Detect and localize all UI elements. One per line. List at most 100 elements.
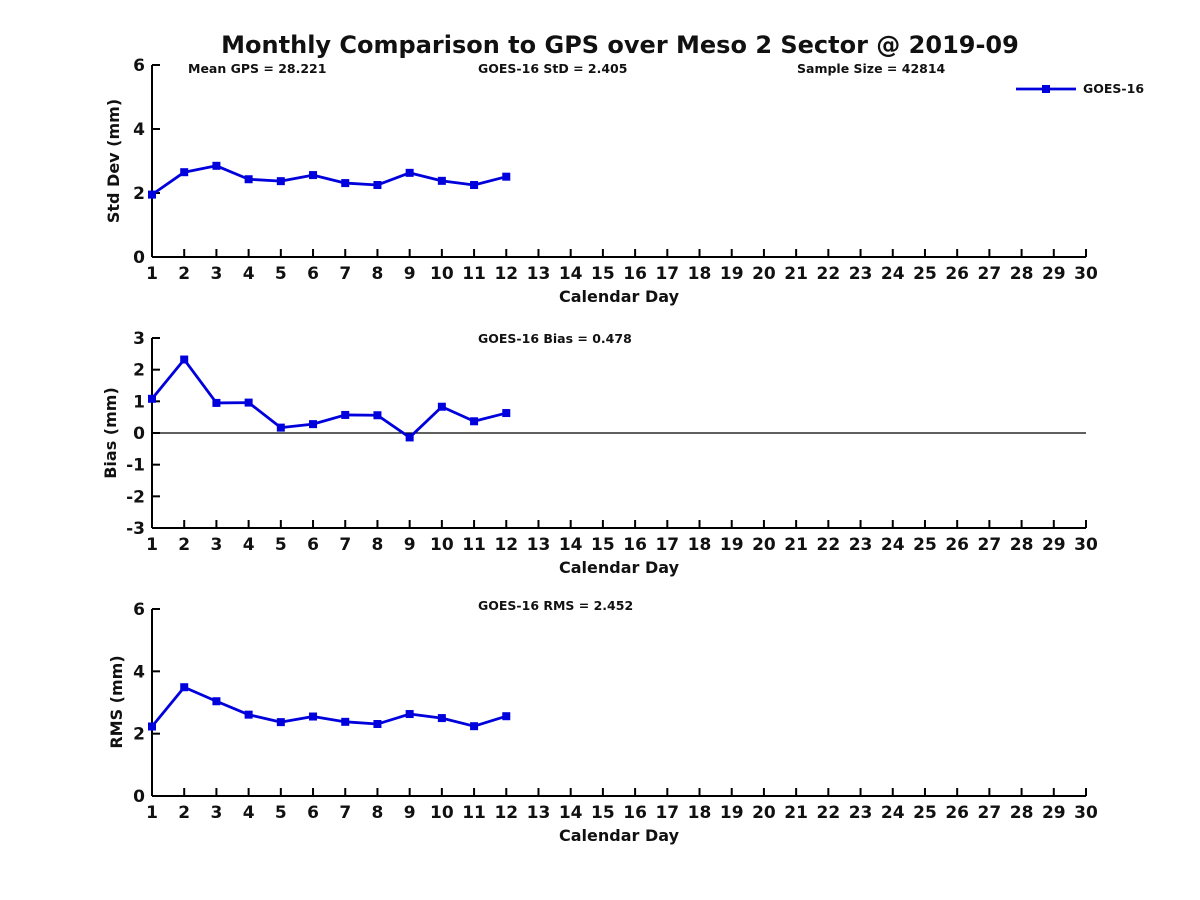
data-point-marker xyxy=(244,175,253,184)
legend: GOES-16 xyxy=(1016,81,1144,96)
y-tick-label: -3 xyxy=(126,519,145,539)
x-tick-label: 14 xyxy=(559,264,583,284)
data-point-marker xyxy=(470,722,479,731)
x-tick-label: 21 xyxy=(784,264,808,284)
legend-label: GOES-16 xyxy=(1083,81,1144,96)
x-tick-label: 15 xyxy=(591,264,615,284)
x-tick-label: 2 xyxy=(178,535,190,555)
annotation-sample-size: Sample Size = 42814 xyxy=(797,61,946,76)
x-tick-label: 8 xyxy=(372,535,384,555)
x-tick-label: 5 xyxy=(275,264,287,284)
x-tick-label: 28 xyxy=(1010,803,1034,823)
data-point-marker xyxy=(405,710,414,719)
x-tick-label: 24 xyxy=(881,264,905,284)
x-tick-label: 28 xyxy=(1010,535,1034,555)
x-tick-label: 1 xyxy=(146,535,158,555)
x-tick-label: 18 xyxy=(688,803,712,823)
annotation-mean-gps: Mean GPS = 28.221 xyxy=(188,61,326,76)
y-tick-label: 3 xyxy=(133,329,145,349)
ylabel-bias: Bias (mm) xyxy=(101,387,120,479)
x-tick-label: 7 xyxy=(339,803,351,823)
x-tick-label: 23 xyxy=(849,264,873,284)
x-tick-label: 11 xyxy=(462,803,486,823)
x-tick-label: 30 xyxy=(1074,535,1098,555)
data-point-marker xyxy=(470,417,479,426)
data-point-marker xyxy=(437,402,446,411)
series-line xyxy=(150,358,507,439)
x-tick-label: 29 xyxy=(1042,264,1066,284)
x-tick-label: 25 xyxy=(913,535,937,555)
x-tick-label: 10 xyxy=(430,803,454,823)
x-tick-label: 20 xyxy=(752,264,776,284)
data-point-marker xyxy=(148,394,156,403)
y-tick-label: -1 xyxy=(126,456,145,476)
ylabel-rms: RMS (mm) xyxy=(107,655,126,748)
data-point-marker xyxy=(148,722,156,731)
x-tick-label: 17 xyxy=(655,535,679,555)
x-tick-label: 21 xyxy=(784,535,808,555)
x-tick-label: 23 xyxy=(849,535,873,555)
x-tick-label: 20 xyxy=(752,803,776,823)
data-point-marker xyxy=(341,179,350,188)
x-tick-label: 3 xyxy=(210,535,222,555)
x-tick-label: 13 xyxy=(527,264,551,284)
data-point-marker xyxy=(212,161,221,170)
x-tick-label: 7 xyxy=(339,535,351,555)
data-point-marker xyxy=(309,420,318,429)
y-tick-label: 6 xyxy=(133,56,145,76)
x-tick-label: 26 xyxy=(945,264,969,284)
x-tick-label: 1 xyxy=(146,803,158,823)
annotation-goes16-bias: GOES-16 Bias = 0.478 xyxy=(478,331,632,346)
x-tick-label: 7 xyxy=(339,264,351,284)
x-tick-label: 3 xyxy=(210,264,222,284)
x-tick-label: 11 xyxy=(462,535,486,555)
data-point-marker xyxy=(341,717,350,726)
x-tick-label: 19 xyxy=(720,264,744,284)
x-tick-label: 29 xyxy=(1042,535,1066,555)
xlabel-calendar-day-top: Calendar Day xyxy=(559,287,680,306)
series-line xyxy=(151,164,507,196)
x-tick-label: 24 xyxy=(881,535,905,555)
x-tick-label: 23 xyxy=(849,803,873,823)
y-tick-label: 4 xyxy=(133,662,145,682)
y-tick-label: 4 xyxy=(133,120,145,140)
data-point-marker xyxy=(341,410,350,419)
x-tick-label: 22 xyxy=(817,535,841,555)
x-tick-label: 9 xyxy=(404,535,416,555)
data-point-marker xyxy=(309,171,318,180)
x-tick-label: 5 xyxy=(275,535,287,555)
x-tick-label: 9 xyxy=(404,803,416,823)
x-tick-label: 4 xyxy=(243,264,255,284)
y-tick-label: 2 xyxy=(133,725,145,745)
annotation-goes16-rms: GOES-16 RMS = 2.452 xyxy=(478,598,633,613)
data-point-marker xyxy=(437,176,446,185)
x-tick-label: 30 xyxy=(1074,264,1098,284)
data-point-marker xyxy=(212,697,221,706)
x-tick-label: 8 xyxy=(372,264,384,284)
x-tick-label: 11 xyxy=(462,264,486,284)
y-tick-label: -2 xyxy=(126,487,145,507)
data-point-marker xyxy=(180,355,189,364)
y-tick-label: 6 xyxy=(133,600,145,620)
data-point-marker xyxy=(502,712,511,721)
x-tick-label: 14 xyxy=(559,803,583,823)
data-point-marker xyxy=(276,177,285,186)
chart-title: Monthly Comparison to GPS over Meso 2 Se… xyxy=(221,31,1019,59)
x-tick-label: 19 xyxy=(720,803,744,823)
x-tick-label: 12 xyxy=(494,803,518,823)
data-point-marker xyxy=(180,168,189,177)
xlabel-calendar-day-bottom: Calendar Day xyxy=(559,826,680,845)
x-tick-label: 6 xyxy=(307,803,319,823)
x-tick-label: 4 xyxy=(243,535,255,555)
x-tick-label: 15 xyxy=(591,535,615,555)
data-point-marker xyxy=(244,398,253,407)
data-point-marker xyxy=(212,398,221,407)
x-tick-label: 14 xyxy=(559,535,583,555)
ylabel-std-dev: Std Dev (mm) xyxy=(104,99,123,223)
x-tick-label: 17 xyxy=(655,264,679,284)
x-tick-label: 13 xyxy=(527,535,551,555)
x-tick-label: 9 xyxy=(404,264,416,284)
